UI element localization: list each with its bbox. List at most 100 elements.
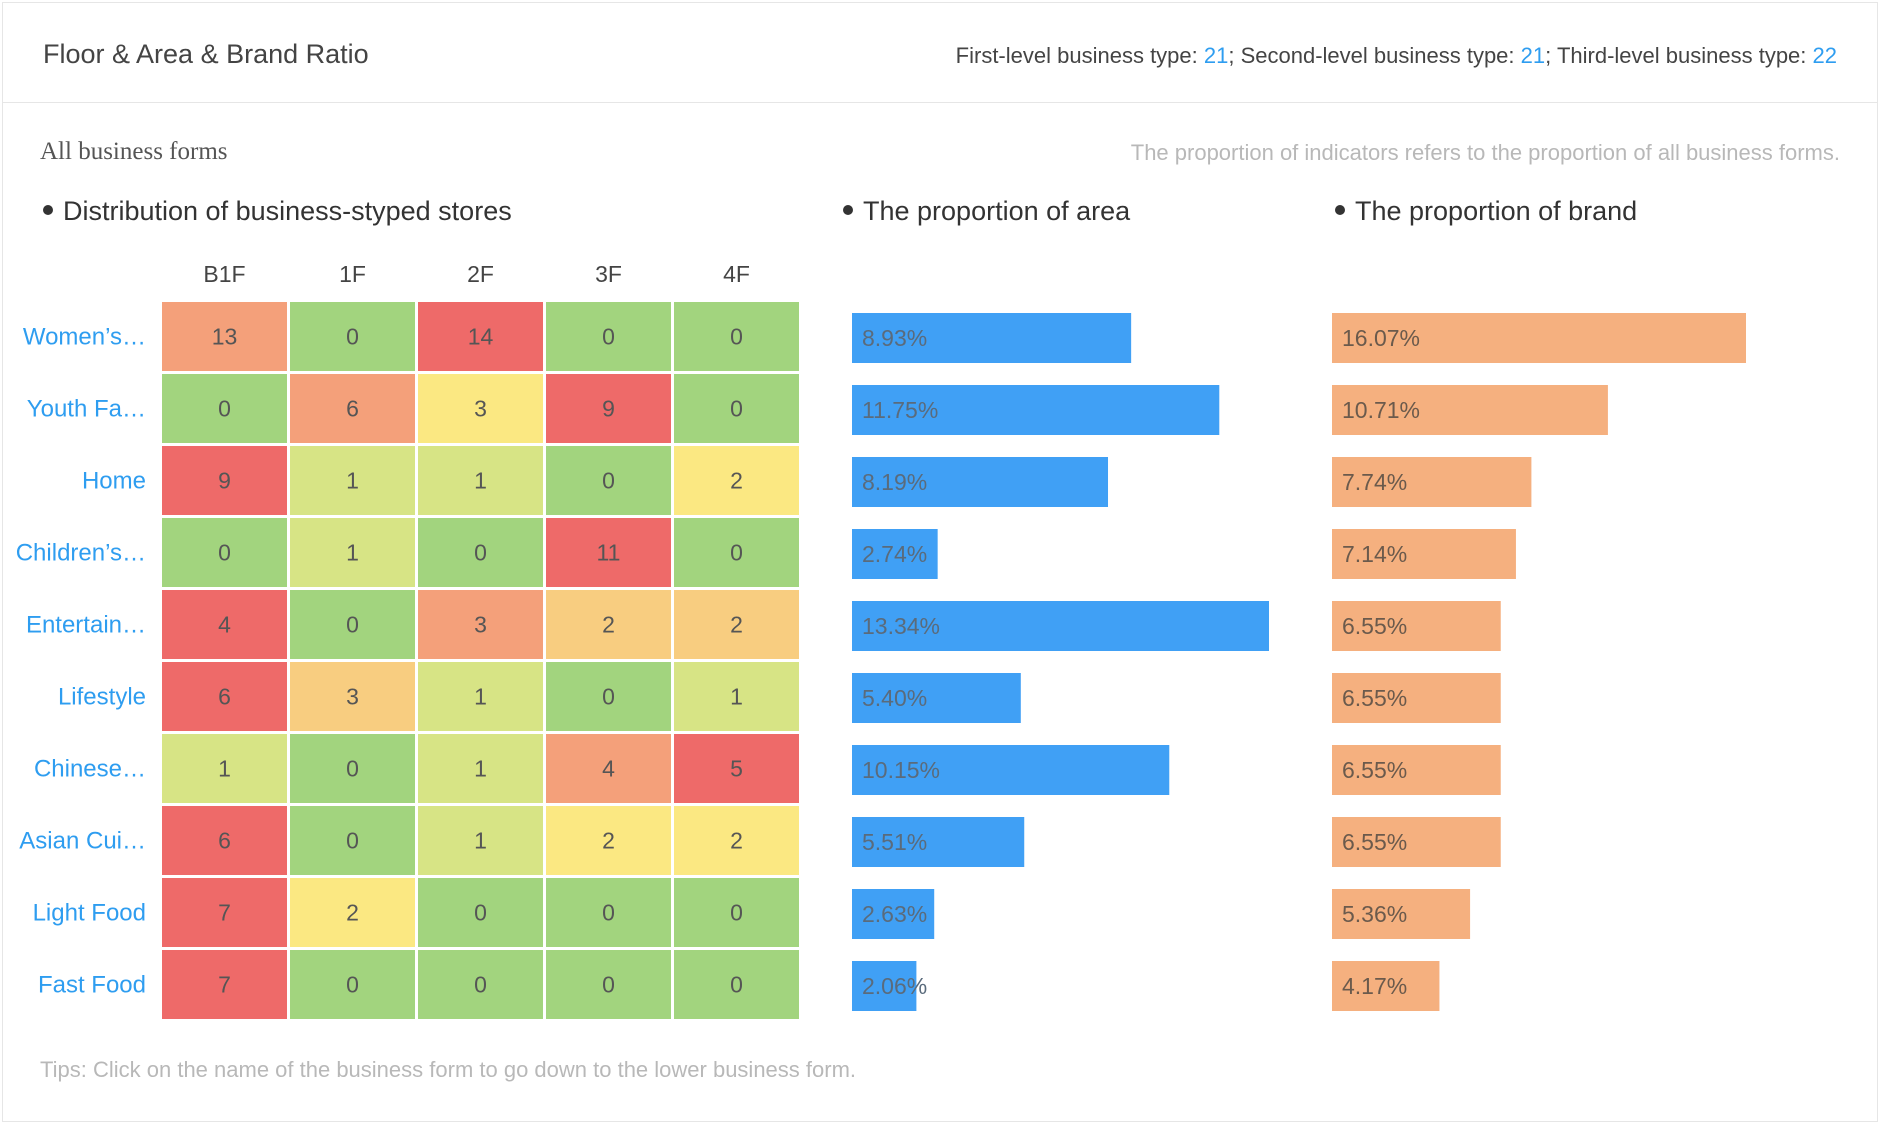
heatmap-cell <box>546 518 671 587</box>
brand-bar <box>1332 817 1501 867</box>
heatmap-cell-value: 0 <box>346 972 359 998</box>
brand-bar <box>1332 601 1501 651</box>
distribution-section-heading: Distribution of business-styped stores <box>43 196 512 227</box>
business-form-label[interactable]: Light Food <box>33 900 146 927</box>
heatmap-cell <box>674 302 799 371</box>
second-level-label: ; Second-level business type: <box>1228 43 1521 68</box>
heatmap-cell-value: 3 <box>346 684 359 710</box>
area-bar <box>852 745 1170 795</box>
heatmap-cell-value: 0 <box>730 972 743 998</box>
heatmap-cell <box>546 590 671 659</box>
heatmap-cell-value: 1 <box>218 756 231 782</box>
third-level-label: ; Third-level business type: <box>1545 43 1813 68</box>
area-bar <box>852 601 1269 651</box>
heatmap-cell <box>162 878 287 947</box>
first-level-count: 21 <box>1203 43 1229 68</box>
heatmap-cell <box>674 590 799 659</box>
brand-bar <box>1332 673 1501 723</box>
heatmap-cell <box>162 446 287 515</box>
brand-bar-label: 16.07% <box>1342 325 1420 351</box>
area-bar <box>852 457 1109 507</box>
area-bar-label: 8.19% <box>862 469 927 495</box>
area-bar <box>852 817 1025 867</box>
second-level-count: 21 <box>1520 43 1546 68</box>
heatmap-cell <box>290 950 415 1019</box>
heatmap-cell <box>162 662 287 731</box>
heatmap-cell-value: 0 <box>474 972 487 998</box>
brand-bar-label: 10.71% <box>1342 397 1420 423</box>
business-form-label[interactable]: Children’s… <box>16 540 146 567</box>
heatmap-cell-value: 0 <box>602 468 615 494</box>
heatmap-cell <box>290 590 415 659</box>
heatmap-cell <box>418 806 543 875</box>
heatmap-cell <box>546 374 671 443</box>
heatmap-cell <box>674 374 799 443</box>
scope-subtitle: All business forms <box>40 138 228 165</box>
heatmap-cell-value: 0 <box>730 324 743 350</box>
business-form-label[interactable]: Asian Cui… <box>19 828 146 855</box>
heatmap-cell-value: 2 <box>730 828 743 854</box>
heatmap-cell <box>418 734 543 803</box>
brand-bar-label: 5.36% <box>1342 901 1407 927</box>
heatmap-cell-value: 1 <box>730 684 743 710</box>
heatmap-cell-value: 3 <box>474 612 487 638</box>
business-form-label[interactable]: Lifestyle <box>58 684 146 711</box>
heatmap-cell-value: 0 <box>346 756 359 782</box>
column-header-1f: 1F <box>339 261 366 287</box>
business-form-label[interactable]: Chinese… <box>34 756 146 783</box>
heatmap-cell <box>674 950 799 1019</box>
brand-bar <box>1332 889 1471 939</box>
third-level-count: 22 <box>1812 43 1837 68</box>
business-form-label[interactable]: Women’s… <box>23 324 146 351</box>
area-bar <box>852 961 917 1011</box>
business-form-label[interactable]: Youth Fa… <box>27 396 146 423</box>
heatmap-cell-value: 2 <box>602 612 615 638</box>
heatmap-cell <box>674 446 799 515</box>
brand-bar <box>1332 961 1440 1011</box>
heatmap-cell-value: 7 <box>218 900 231 926</box>
heatmap-cell <box>290 662 415 731</box>
heatmap-cell <box>290 446 415 515</box>
heatmap-cell-value: 9 <box>602 396 615 422</box>
bullet-icon <box>843 204 853 215</box>
business-form-label[interactable]: Home <box>82 468 146 495</box>
area-bar-label: 5.40% <box>862 685 927 711</box>
area-bar-label: 2.74% <box>862 541 927 567</box>
heatmap-cell <box>674 806 799 875</box>
heatmap-cell-value: 0 <box>730 900 743 926</box>
area-bar <box>852 313 1132 363</box>
heatmap-cell <box>418 446 543 515</box>
heatmap-cell-value: 2 <box>730 468 743 494</box>
area-bar-label: 2.63% <box>862 901 927 927</box>
business-form-label[interactable]: Fast Food <box>38 972 146 999</box>
heatmap-cell-value: 1 <box>346 540 359 566</box>
heatmap-cell <box>546 950 671 1019</box>
business-form-label[interactable]: Entertain… <box>26 612 146 639</box>
brand-bar <box>1332 745 1501 795</box>
heatmap-cell <box>162 374 287 443</box>
brand-bar-label: 6.55% <box>1342 829 1407 855</box>
heatmap-cell-value: 7 <box>218 972 231 998</box>
area-section-heading: The proportion of area <box>843 196 1130 227</box>
heatmap-cell-value: 0 <box>346 828 359 854</box>
brand-bar-label: 6.55% <box>1342 685 1407 711</box>
heatmap-cell-value: 1 <box>474 684 487 710</box>
area-bar-label: 10.15% <box>862 757 940 783</box>
heatmap-cell-value: 0 <box>346 324 359 350</box>
area-bar-label: 13.34% <box>862 613 940 639</box>
heatmap-cell-value: 9 <box>218 468 231 494</box>
heatmap-cell <box>546 878 671 947</box>
area-bar <box>852 385 1220 435</box>
heatmap-cell-value: 0 <box>602 324 615 350</box>
heatmap-cell-value: 4 <box>218 612 231 638</box>
heatmap-cell-value: 6 <box>346 396 359 422</box>
brand-bar-label: 7.14% <box>1342 541 1407 567</box>
heatmap-cell-value: 6 <box>218 684 231 710</box>
brand-bar-label: 4.17% <box>1342 973 1407 999</box>
column-header-2f: 2F <box>467 261 494 287</box>
heatmap-cell <box>546 806 671 875</box>
heatmap-cell <box>290 734 415 803</box>
heatmap-cell <box>674 734 799 803</box>
heatmap-cell-value: 0 <box>346 612 359 638</box>
column-header-b1f: B1F <box>203 261 245 287</box>
